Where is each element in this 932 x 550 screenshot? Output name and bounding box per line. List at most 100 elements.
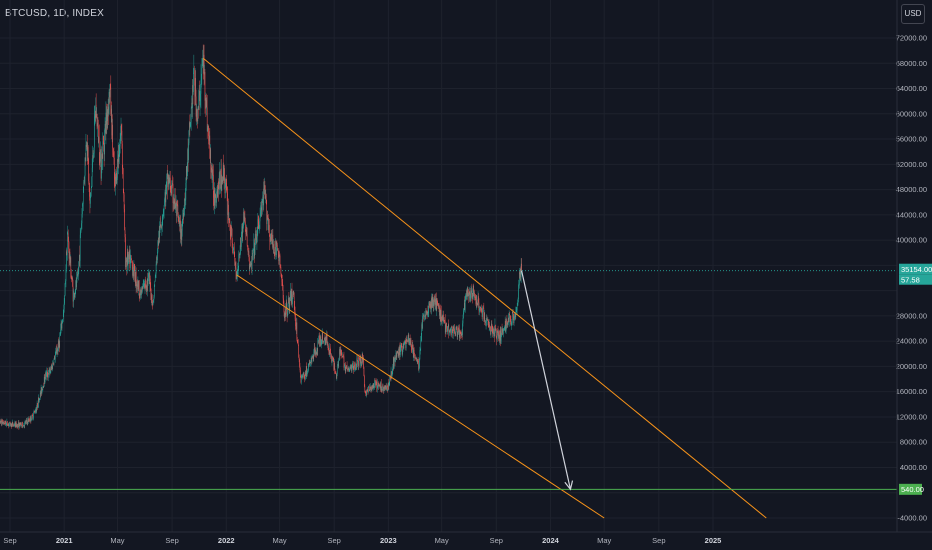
candle-body (204, 72, 206, 101)
candle-body (238, 254, 239, 268)
candle-body (432, 302, 434, 307)
projection-arrowhead (564, 480, 574, 491)
candle-body (186, 166, 187, 183)
x-axis[interactable]: Sep 2021 May Sep 2022 May Sep 2023 May Sep 2024 May… (0, 531, 932, 545)
candle-body (42, 388, 43, 390)
candle-body (400, 345, 402, 349)
candle-body (349, 367, 350, 369)
candle-body (459, 331, 461, 338)
candle-body (9, 422, 10, 425)
candle-body (98, 137, 100, 143)
candle-body (21, 422, 23, 426)
candle-body (401, 347, 402, 351)
candle-body (215, 194, 216, 197)
candle-body (108, 92, 110, 114)
candle-body (99, 152, 101, 163)
candle-body (305, 366, 307, 376)
candle-body (195, 78, 196, 97)
candle-body (386, 387, 387, 390)
candle-body (486, 318, 488, 320)
candle-body (128, 252, 129, 258)
y-tick-label: 60000.00 (896, 109, 927, 118)
candle-body (283, 303, 285, 313)
candle-body (297, 342, 299, 343)
candle-body (68, 241, 69, 249)
candle-body (439, 308, 440, 316)
drawings[interactable] (0, 57, 897, 519)
candle-body (115, 176, 116, 181)
candle-body (274, 248, 276, 255)
candle-body (460, 331, 461, 332)
candle-body (486, 318, 487, 322)
candle-body (439, 308, 441, 316)
candle-body (196, 108, 197, 117)
candle-body (224, 178, 226, 194)
candle-body (175, 204, 176, 209)
candle-body (454, 331, 456, 335)
candle-body (330, 355, 332, 358)
candle-body (408, 334, 410, 344)
candle-body (284, 312, 285, 319)
candle-body (143, 284, 144, 287)
candle-body (295, 326, 297, 330)
candle-body (375, 382, 377, 386)
candle-body (89, 196, 91, 204)
candle-body (472, 285, 474, 298)
candle-body (449, 330, 450, 332)
candle-body (387, 385, 388, 391)
candle-body (397, 351, 398, 353)
candle-body (445, 322, 447, 325)
candle-body (238, 267, 239, 268)
candle-body (48, 369, 50, 375)
candle-body (287, 303, 289, 313)
candle-body (222, 179, 223, 183)
candle-body (16, 424, 18, 428)
candle-body (259, 216, 261, 222)
candle-body (516, 310, 517, 312)
candle-body (99, 137, 100, 162)
candle-body (124, 230, 126, 238)
candle-body (342, 355, 343, 357)
candle-body (25, 421, 27, 424)
candle-body (515, 313, 516, 318)
candle-body (185, 182, 187, 200)
currency-button[interactable]: USD (901, 4, 925, 24)
candle-body (199, 100, 201, 106)
candle-body (313, 355, 314, 360)
x-tick-label: May (597, 536, 611, 545)
candle-body (390, 371, 392, 380)
candle-body (122, 143, 123, 169)
candle-body (273, 243, 275, 253)
candle-body (43, 377, 45, 387)
candle-body (211, 169, 213, 181)
candle-body (23, 425, 24, 427)
candle-body (91, 176, 92, 188)
candle-body (444, 320, 445, 321)
candle-body (519, 272, 521, 275)
candle-body (67, 233, 68, 235)
candle-body (31, 415, 33, 416)
y-axis[interactable]: -4000.00 4000.00 8000.00 12000.00 16000.00 20… (896, 0, 927, 532)
candle-body (113, 152, 114, 158)
candle-body (180, 220, 181, 239)
candle-body (317, 340, 319, 351)
candle-body (299, 359, 300, 367)
candle-body (197, 120, 198, 122)
y-tick-label: 68000.00 (896, 59, 927, 68)
candle-body (225, 183, 227, 184)
candle-body (393, 359, 395, 368)
candle-body (273, 243, 275, 248)
candle-body (203, 54, 204, 67)
candle-body (265, 189, 266, 199)
candle-body (94, 116, 95, 148)
candle-body (359, 359, 360, 360)
candle-body (212, 169, 214, 175)
candle-body (213, 197, 215, 205)
candle-body (515, 312, 517, 318)
candle-body (347, 369, 349, 370)
candle-body (360, 357, 361, 366)
candle-body (101, 170, 102, 179)
candle-body (364, 376, 365, 386)
candle-body (342, 355, 344, 357)
